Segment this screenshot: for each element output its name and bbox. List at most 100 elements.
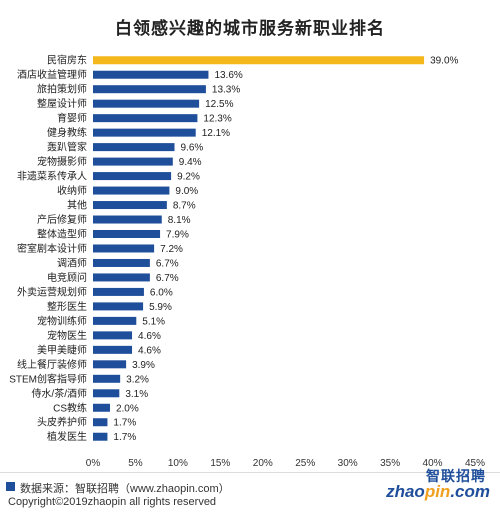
source-marker (6, 482, 15, 491)
value-label: 13.3% (212, 85, 240, 96)
x-tick-label: 15% (210, 458, 230, 469)
bar (93, 128, 196, 137)
category-label: 整体造型师 (37, 228, 87, 241)
footer-divider (0, 472, 500, 473)
x-tick-label: 45% (465, 458, 485, 469)
bar (93, 403, 110, 412)
bar (93, 331, 133, 340)
x-tick-label: 25% (295, 458, 315, 469)
value-label: 8.7% (173, 201, 196, 212)
value-label: 3.9% (132, 360, 155, 371)
bar (93, 230, 161, 238)
x-tick-label: 20% (253, 458, 273, 469)
logo-en-part-a: zhao (386, 482, 425, 501)
category-label: 植发医生 (47, 430, 87, 443)
category-label: 产后修复师 (37, 213, 87, 226)
category-label: 民宿房东 (47, 54, 87, 67)
x-tick-label: 40% (423, 458, 443, 469)
value-label: 3.2% (126, 374, 149, 385)
category-label: 旅拍策划师 (37, 83, 87, 96)
value-label: 1.7% (113, 418, 136, 429)
bar (93, 432, 108, 441)
value-label: 4.6% (138, 345, 161, 356)
category-label: 侍水/茶/酒师 (31, 387, 87, 400)
logo-en-part-c: .com (450, 482, 490, 501)
value-label: 6.0% (150, 287, 173, 298)
category-label: 整形医生 (47, 300, 87, 313)
source-text: 数据来源：智联招聘（www.zhaopin.com） (20, 483, 230, 495)
bar (93, 287, 144, 296)
bar (93, 56, 425, 65)
category-label: 轰趴管家 (47, 141, 87, 154)
bar (93, 215, 162, 224)
category-label: 酒店收益管理师 (17, 68, 87, 81)
value-label: 9.2% (177, 172, 200, 183)
category-label: CS教练 (53, 401, 87, 414)
bar (93, 244, 155, 253)
bar (93, 418, 108, 427)
value-label: 5.9% (149, 302, 172, 313)
value-label: 9.0% (175, 186, 198, 197)
x-tick-label: 10% (168, 458, 188, 469)
bar (93, 302, 144, 311)
bar (93, 374, 121, 383)
value-label: 39.0% (430, 56, 458, 67)
value-label: 12.1% (202, 128, 230, 139)
bar (93, 360, 127, 369)
bar (93, 143, 175, 152)
category-label: 密室剧本设计师 (17, 242, 87, 255)
bar (93, 258, 150, 267)
logo-english-text: zhaopin.com (386, 482, 490, 502)
category-label: 调酒师 (57, 256, 87, 269)
value-label: 7.9% (166, 230, 189, 241)
bar (93, 172, 172, 181)
x-tick-label: 30% (338, 458, 358, 469)
category-label: 育婴师 (57, 112, 87, 125)
bar (93, 114, 198, 123)
value-label: 4.6% (138, 331, 161, 342)
value-label: 3.1% (125, 389, 148, 400)
category-label: 线上餐厅装修师 (17, 358, 87, 371)
category-label: 其他 (67, 199, 87, 212)
category-label: 收纳师 (57, 184, 87, 197)
x-tick-label: 35% (380, 458, 400, 469)
category-label: 宠物训练师 (37, 314, 87, 327)
category-label: 美甲美睫师 (37, 343, 87, 356)
category-label: 宠物摄影师 (37, 155, 87, 168)
category-label: 非遗菜系传承人 (17, 170, 87, 183)
value-label: 6.7% (156, 273, 179, 284)
bar-chart: 民宿房东 39.0% 酒店收益管理师 13.6% 旅拍策划师 13.3% 整屋设计师 12.5… (9, 54, 485, 469)
chart-title: 白领感兴趣的城市服务新职业排名 (115, 19, 385, 38)
value-label: 2.0% (116, 403, 139, 414)
bar (93, 316, 137, 325)
value-label: 8.1% (168, 215, 191, 226)
bar (93, 99, 200, 108)
value-label: 13.6% (214, 70, 242, 81)
bar (93, 389, 120, 398)
value-label: 1.7% (113, 432, 136, 443)
copyright-text: Copyright©2019zhaopin all rights reserve… (8, 496, 217, 508)
category-label: STEM创客指导师 (9, 372, 87, 385)
zhaopin-logo: 智联招聘 zhaopin.com (386, 466, 494, 504)
bar (93, 157, 173, 166)
bar (93, 70, 209, 79)
category-label: 健身教练 (47, 126, 87, 139)
x-tick-label: 5% (128, 458, 143, 469)
category-label: 整屋设计师 (37, 97, 87, 110)
value-label: 7.2% (160, 244, 183, 255)
x-tick-label: 0% (86, 458, 101, 469)
bar (93, 201, 167, 210)
value-label: 12.3% (203, 114, 231, 125)
logo-chinese-text: 智联招聘 (426, 468, 486, 484)
value-label: 6.7% (156, 258, 179, 269)
bar (93, 273, 150, 282)
bar (93, 186, 170, 195)
logo-en-part-b: pin (424, 482, 451, 501)
value-label: 9.6% (180, 143, 203, 154)
value-label: 9.4% (179, 157, 202, 168)
category-label: 宠物医生 (47, 329, 87, 342)
category-label: 头皮养护师 (37, 416, 87, 429)
bar (93, 85, 206, 94)
value-label: 5.1% (142, 316, 165, 327)
category-label: 外卖运营规划师 (17, 285, 87, 298)
